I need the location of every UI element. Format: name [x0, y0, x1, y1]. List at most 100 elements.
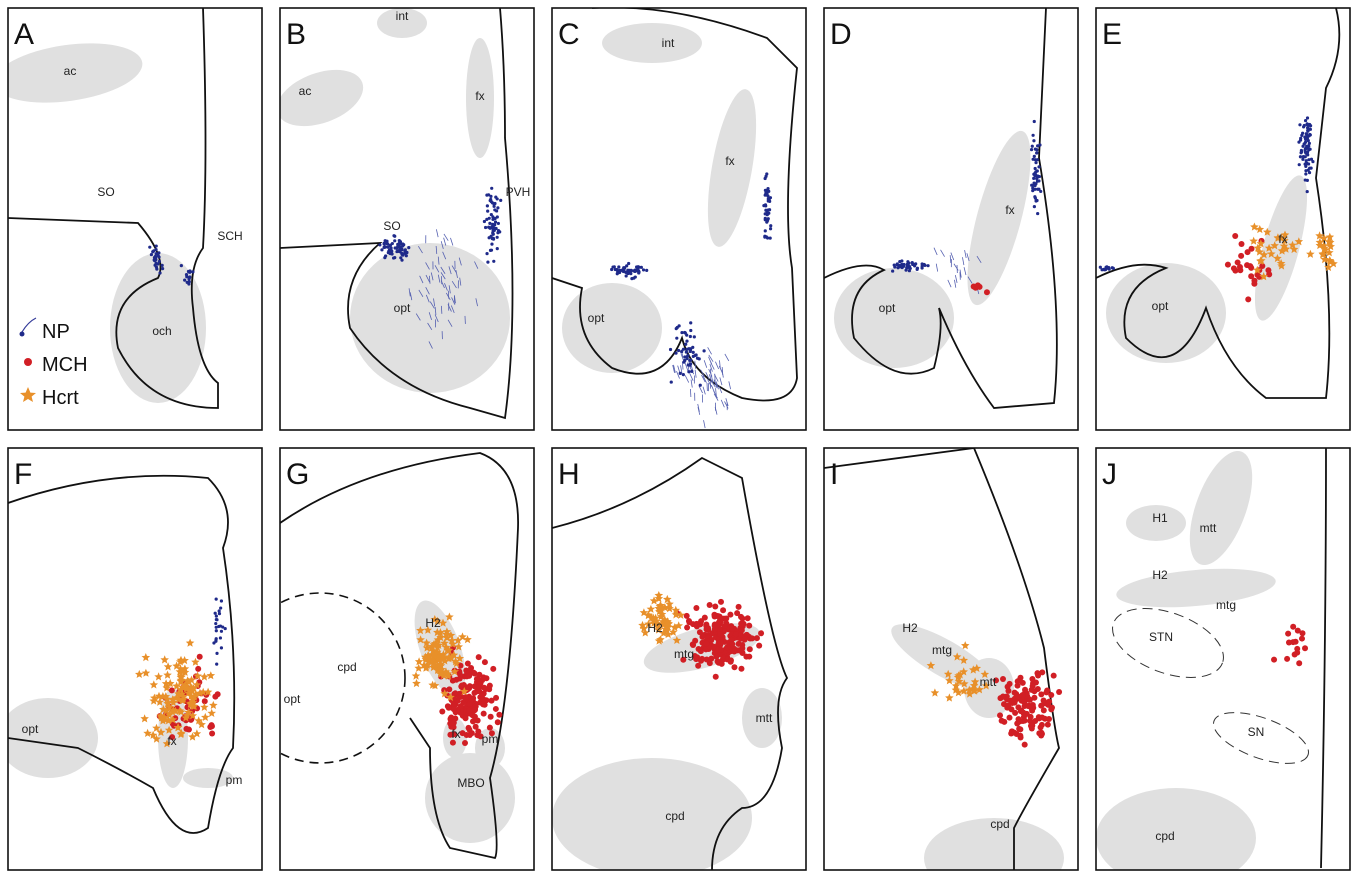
- mch-dot: [482, 659, 488, 665]
- np-dot: [768, 198, 771, 201]
- panels: AacSOSCHochBintacfxPVHSOoptCintfxoptDfxo…: [0, 7, 1350, 873]
- np-dot: [1035, 177, 1038, 180]
- mch-dot: [1041, 697, 1047, 703]
- mch-dot: [451, 706, 457, 712]
- np-dot: [1112, 267, 1115, 270]
- region-label: H2: [1152, 568, 1168, 582]
- np-dot: [389, 252, 392, 255]
- np-dot: [1298, 123, 1301, 126]
- np-dot: [1307, 148, 1310, 151]
- region-label: STN: [1149, 630, 1173, 644]
- np-dot: [220, 646, 223, 649]
- np-dot: [220, 599, 223, 602]
- hcrt-star: [207, 671, 216, 679]
- region-label: H1: [1152, 511, 1168, 525]
- mch-dot: [734, 610, 740, 616]
- hcrt-star: [931, 688, 940, 696]
- mch-dot: [718, 640, 724, 646]
- mch-dot: [684, 625, 690, 631]
- np-dot: [490, 243, 493, 246]
- mch-dot: [1048, 692, 1054, 698]
- np-dot: [1306, 116, 1309, 119]
- np-dot: [214, 612, 217, 615]
- region-label: mtt: [1200, 521, 1217, 535]
- np-dot: [1033, 120, 1036, 123]
- np-dot: [485, 218, 488, 221]
- np-dot: [215, 629, 218, 632]
- np-dot: [764, 189, 767, 192]
- np-dot: [497, 222, 500, 225]
- np-dot: [155, 252, 158, 255]
- np-dot: [492, 203, 495, 206]
- np-dot: [385, 242, 388, 245]
- np-dot: [491, 215, 494, 218]
- hcrt-star: [163, 671, 172, 679]
- np-dot: [921, 262, 924, 265]
- np-dot: [180, 264, 183, 267]
- region-label: MBO: [457, 776, 484, 790]
- np-dot: [407, 246, 410, 249]
- np-dot: [496, 247, 499, 250]
- np-dot: [1304, 147, 1307, 150]
- mch-dot: [1025, 703, 1031, 709]
- np-dot: [1034, 161, 1037, 164]
- np-dot: [615, 268, 618, 271]
- np-fiber: [441, 306, 442, 314]
- np-dot: [693, 354, 696, 357]
- mch-dot: [446, 686, 452, 692]
- panel: Efxopt: [1096, 8, 1350, 430]
- region: [954, 125, 1043, 310]
- panel-content: [552, 7, 797, 428]
- mch-dot: [1293, 639, 1299, 645]
- mch-dot: [694, 621, 700, 627]
- np-dot: [492, 260, 495, 263]
- np-dot: [684, 343, 687, 346]
- mch-dot: [487, 725, 493, 731]
- region-label: mtg: [932, 643, 952, 657]
- mch-dot: [493, 706, 499, 712]
- np-dot: [215, 614, 218, 617]
- np-dot: [191, 270, 194, 273]
- np-dot: [674, 352, 677, 355]
- panel-letter: F: [14, 458, 32, 491]
- mch-dot: [496, 712, 502, 718]
- mch-dot: [1302, 645, 1308, 651]
- mch-dot: [1286, 640, 1292, 646]
- mch-dot: [718, 599, 724, 605]
- mch-dot: [746, 623, 752, 629]
- hcrt-star: [186, 639, 195, 647]
- mch-dot: [1049, 705, 1055, 711]
- np-dot: [150, 253, 153, 256]
- np-fiber: [704, 360, 707, 368]
- mch-dot: [466, 725, 472, 731]
- hcrt-star: [200, 673, 209, 681]
- np-dot: [624, 271, 627, 274]
- np-dot: [1308, 142, 1311, 145]
- np-fiber: [695, 370, 696, 378]
- mch-dot: [489, 698, 495, 704]
- mch-dot: [1012, 690, 1018, 696]
- np-dot: [893, 265, 896, 268]
- mch-dot: [1051, 673, 1057, 679]
- np-dot: [699, 384, 702, 387]
- mch-dot: [481, 711, 487, 717]
- mch-dot: [1285, 631, 1291, 637]
- np-dot: [769, 224, 772, 227]
- mch-dot: [717, 631, 723, 637]
- hcrt-star: [209, 701, 218, 709]
- np-dot: [390, 246, 393, 249]
- np-dot: [769, 237, 772, 240]
- np-dot: [185, 273, 188, 276]
- np-dot: [219, 636, 222, 639]
- mch-dot: [1015, 678, 1021, 684]
- np-dot: [1303, 142, 1306, 145]
- hcrt-star: [412, 672, 421, 680]
- panel-letter: H: [558, 458, 580, 491]
- np-dot: [764, 229, 767, 232]
- legend-np-fiber: [22, 318, 36, 332]
- panel: IH2mtgmttcpd: [824, 448, 1078, 873]
- mch-dot: [1000, 693, 1006, 699]
- np-dot: [404, 248, 407, 251]
- mch-dot: [439, 709, 445, 715]
- region-label: fx: [1278, 232, 1287, 246]
